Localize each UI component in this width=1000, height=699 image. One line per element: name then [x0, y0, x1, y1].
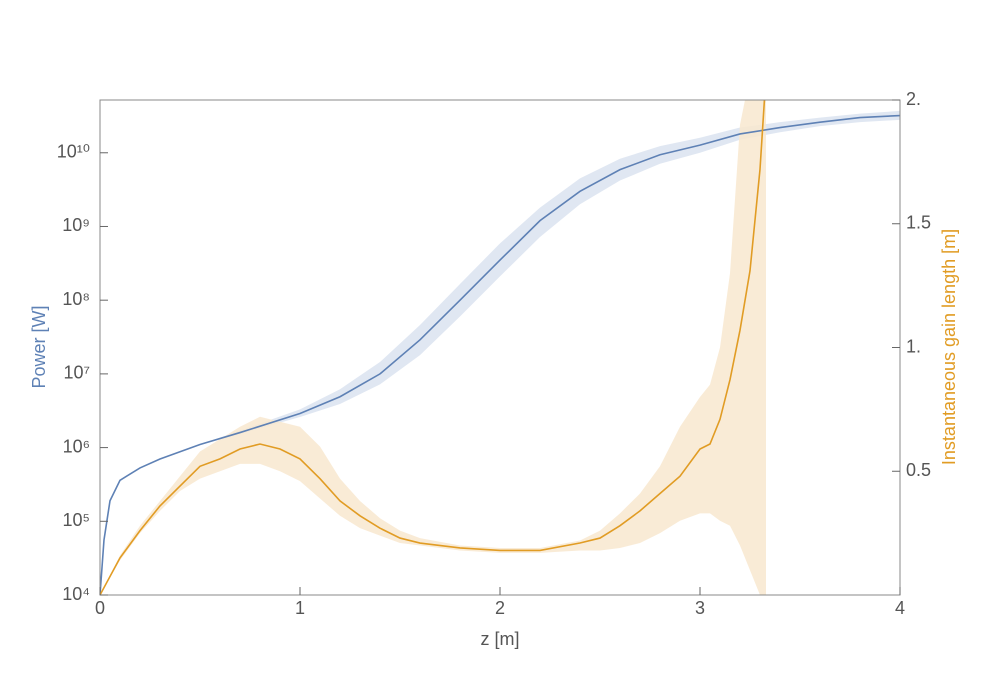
y-axis-label: Power [W]: [29, 305, 49, 388]
plot-area: [100, 100, 900, 595]
x-tick-label: 0: [95, 598, 105, 618]
y2-axis-label: Instantaneous gain length [m]: [939, 229, 959, 465]
y2-tick-label: 0.5: [906, 460, 931, 480]
y2-tick-label: 2.: [906, 89, 921, 109]
y-tick-label: 10⁷: [63, 363, 90, 383]
y-tick-label: 10⁶: [63, 436, 90, 456]
x-axis-label: z [m]: [481, 629, 520, 649]
band: [100, 110, 900, 595]
y2-tick-label: 1.: [906, 336, 921, 356]
y-tick-label: 10⁸: [62, 289, 90, 309]
y-tick-label: 10⁹: [62, 215, 90, 235]
x-tick-label: 3: [695, 598, 705, 618]
y2-tick-label: 1.5: [906, 213, 931, 233]
y-tick-label: 10¹⁰: [57, 142, 90, 162]
series-line: [100, 114, 900, 595]
y-tick-label: 10⁵: [63, 510, 90, 530]
x-tick-label: 2: [495, 598, 505, 618]
x-tick-label: 4: [895, 598, 905, 618]
y-tick-label: 10⁴: [62, 584, 90, 604]
axes-frame: [99, 99, 901, 596]
x-tick-label: 1: [295, 598, 305, 618]
series-line: [100, 100, 766, 595]
